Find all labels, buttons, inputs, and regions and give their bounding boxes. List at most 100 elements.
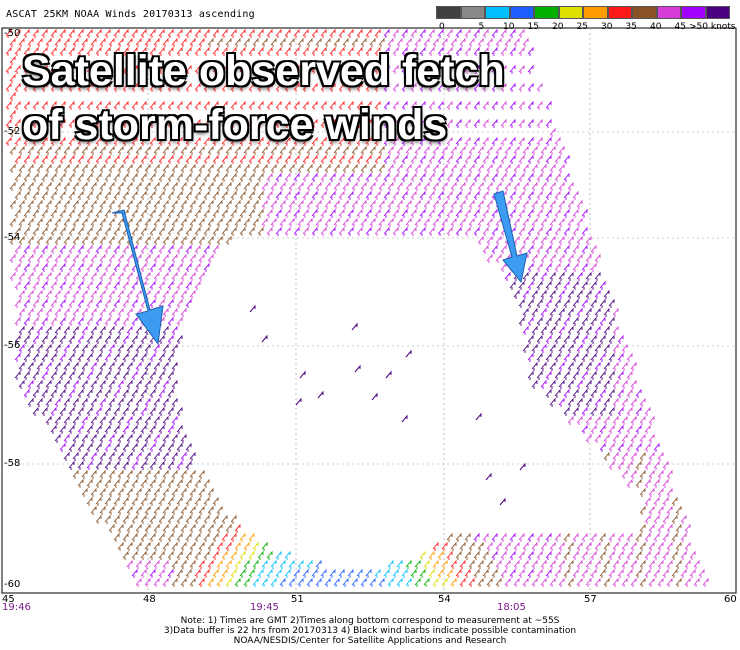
wind-barb xyxy=(306,577,313,587)
wind-barb xyxy=(581,370,588,380)
wind-barb xyxy=(248,172,255,182)
wind-barb xyxy=(158,460,165,470)
wind-barb xyxy=(284,550,291,560)
wind-barb xyxy=(131,406,138,416)
wind-barb xyxy=(365,118,372,128)
wind-barb xyxy=(320,136,327,146)
wind-barb xyxy=(320,64,327,74)
wind-barb xyxy=(635,550,642,560)
wind-barb xyxy=(207,541,214,551)
wind-barb xyxy=(257,190,264,200)
wind-barb xyxy=(234,577,241,587)
wind-barb xyxy=(212,64,219,74)
wind-barb xyxy=(558,379,565,389)
wind-barb xyxy=(549,163,556,173)
wind-barb xyxy=(585,559,592,569)
wind-barb xyxy=(122,28,129,38)
wind-barb xyxy=(536,172,543,182)
wind-barb xyxy=(446,208,453,218)
wind-barb xyxy=(455,172,462,182)
wind-barb xyxy=(540,361,547,371)
wind-barb xyxy=(378,145,385,155)
wind-barb xyxy=(554,172,561,182)
wind-barb xyxy=(266,568,273,578)
wind-barbs xyxy=(5,28,709,587)
wind-barb xyxy=(612,541,619,551)
wind-barb xyxy=(108,397,115,407)
wind-barb xyxy=(630,397,637,407)
wind-barb xyxy=(140,64,147,74)
x-tick-label: 54 xyxy=(438,594,451,605)
wind-barb xyxy=(135,235,142,245)
wind-barb xyxy=(347,226,354,236)
wind-barb xyxy=(95,262,102,272)
wind-barb xyxy=(621,343,628,353)
wind-barb xyxy=(554,190,561,200)
wind-barb xyxy=(248,64,255,74)
wind-barb xyxy=(531,217,538,227)
wind-barb xyxy=(131,118,138,128)
wind-barb xyxy=(554,334,561,344)
wind-barb xyxy=(135,505,142,515)
wind-barb xyxy=(599,334,606,344)
wind-barb xyxy=(50,352,57,362)
wind-barb xyxy=(509,280,516,290)
wind-barb xyxy=(171,505,178,515)
wind-barb xyxy=(644,460,651,470)
wind-barb xyxy=(167,406,174,416)
wind-barb xyxy=(86,244,93,254)
wind-barb xyxy=(477,217,484,227)
wind-barb xyxy=(81,415,88,425)
wind-barb xyxy=(162,397,169,407)
wind-barb xyxy=(513,181,520,191)
wind-barb xyxy=(594,397,601,407)
wind-barb xyxy=(131,316,138,326)
wind-barb xyxy=(108,523,115,533)
wind-barb xyxy=(207,253,214,263)
wind-barb xyxy=(590,280,597,290)
wind-barb xyxy=(95,442,102,452)
wind-barb xyxy=(648,415,655,425)
wind-barb xyxy=(81,289,88,299)
wind-barb xyxy=(221,100,228,110)
wind-barb xyxy=(680,514,687,524)
wind-barb xyxy=(545,172,552,182)
wind-barb xyxy=(135,37,142,47)
wind-barb xyxy=(599,406,606,416)
wind-barb xyxy=(68,424,75,434)
wind-barb xyxy=(185,208,192,218)
legend-label: 5 xyxy=(478,22,485,32)
wind-barb xyxy=(203,226,210,236)
wind-barb xyxy=(158,496,165,506)
wind-barb xyxy=(117,343,124,353)
wind-barb xyxy=(257,64,264,74)
wind-barb xyxy=(558,289,565,299)
wind-barb xyxy=(536,118,543,128)
wind-barb xyxy=(216,523,223,533)
wind-barb xyxy=(18,343,25,353)
wind-barb xyxy=(185,226,192,236)
wind-barb xyxy=(518,208,525,218)
wind-barb xyxy=(405,349,412,358)
wind-barb xyxy=(104,154,111,164)
wind-barb xyxy=(158,118,165,128)
wind-barb xyxy=(608,460,615,470)
wind-barb xyxy=(257,118,264,128)
wind-barb xyxy=(450,577,457,587)
wind-barb xyxy=(455,64,462,74)
wind-barb xyxy=(594,541,601,551)
wind-barb xyxy=(666,577,673,587)
wind-barb xyxy=(234,145,241,155)
wind-barb xyxy=(545,280,552,290)
wind-barb xyxy=(459,199,466,209)
wind-barb xyxy=(32,352,39,362)
wind-barb xyxy=(158,478,165,488)
wind-barb xyxy=(275,118,282,128)
wind-barb xyxy=(167,334,174,344)
wind-barb xyxy=(693,559,700,569)
wind-barb xyxy=(387,181,394,191)
wind-barb xyxy=(14,244,21,254)
wind-barb xyxy=(401,190,408,200)
wind-barb xyxy=(194,550,201,560)
wind-barb xyxy=(14,298,21,308)
